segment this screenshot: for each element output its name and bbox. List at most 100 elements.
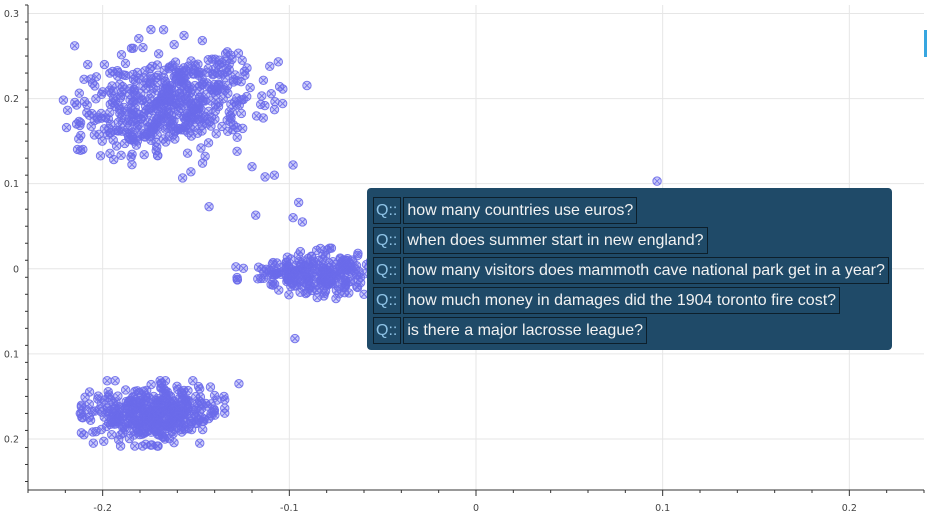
scatter-point[interactable] — [88, 438, 99, 448]
scatter-point[interactable] — [153, 49, 164, 59]
scatter-point[interactable] — [137, 441, 148, 451]
scatter-point[interactable] — [275, 267, 286, 277]
scatter-point[interactable] — [79, 430, 89, 440]
scatter-point[interactable] — [148, 83, 158, 93]
scatter-point[interactable] — [270, 97, 280, 107]
scatter-point[interactable] — [159, 65, 169, 76]
scatter-point[interactable] — [183, 400, 193, 410]
scatter-point[interactable] — [210, 114, 220, 124]
scatter-point[interactable] — [288, 160, 298, 170]
scatter-point[interactable] — [227, 107, 238, 118]
scatter-point[interactable] — [205, 382, 216, 392]
scatter-point[interactable] — [197, 158, 208, 168]
scatter-point[interactable] — [156, 414, 167, 425]
scatter-point[interactable] — [220, 408, 230, 418]
scatter-point[interactable] — [228, 77, 239, 87]
scatter-point[interactable] — [151, 145, 161, 156]
scatter-point[interactable] — [192, 398, 203, 408]
scatter-point[interactable] — [288, 213, 298, 223]
scatter-point[interactable] — [99, 59, 110, 70]
scatter-point[interactable] — [245, 82, 255, 93]
scatter-point[interactable] — [186, 167, 196, 177]
scatter-point[interactable] — [183, 61, 194, 71]
scatter-point[interactable] — [204, 201, 214, 212]
scatter-point[interactable] — [86, 74, 96, 84]
scatter-point[interactable] — [116, 50, 127, 60]
scatter-point[interactable] — [325, 265, 335, 275]
scatter-point[interactable] — [107, 81, 117, 91]
scatter-point[interactable] — [136, 88, 146, 99]
scatter-point[interactable] — [318, 260, 328, 270]
scatter-points[interactable] — [58, 24, 662, 451]
scatter-point[interactable] — [167, 412, 177, 422]
scatter-point[interactable] — [167, 419, 177, 429]
scatter-point[interactable] — [269, 104, 280, 115]
scatter-point[interactable] — [234, 378, 244, 389]
scatter-point[interactable] — [256, 273, 266, 284]
scatter-point[interactable] — [119, 102, 129, 113]
scatter-point[interactable] — [304, 262, 315, 272]
scatter-point[interactable] — [218, 94, 228, 104]
scatter-point[interactable] — [120, 58, 131, 69]
scatter-point[interactable] — [69, 41, 80, 51]
scatter-point[interactable] — [186, 56, 196, 66]
scatter-point[interactable] — [117, 126, 127, 136]
scatter-point[interactable] — [173, 105, 184, 116]
scatter-point[interactable] — [116, 430, 126, 440]
scatter-point[interactable] — [203, 55, 213, 65]
scatter-point[interactable] — [58, 95, 69, 105]
scatter-point[interactable] — [251, 210, 261, 220]
scatter-point[interactable] — [174, 67, 184, 77]
scatter-point[interactable] — [652, 176, 662, 186]
scatter-point[interactable] — [80, 392, 90, 402]
scatter-point[interactable] — [132, 67, 143, 78]
scatter-point[interactable] — [74, 88, 84, 98]
scatter-point[interactable] — [284, 290, 294, 300]
scatter-point[interactable] — [126, 115, 136, 126]
scatter-point[interactable] — [232, 93, 242, 103]
scatter-point[interactable] — [157, 104, 168, 114]
scatter-point[interactable] — [232, 275, 243, 285]
scatter-point[interactable] — [91, 72, 102, 82]
scatter-point[interactable] — [222, 67, 232, 77]
scatter-point[interactable] — [293, 197, 304, 208]
scatter-point[interactable] — [71, 119, 82, 129]
scatter-point[interactable] — [105, 68, 115, 78]
scatter-point[interactable] — [226, 99, 236, 109]
scatter-point[interactable] — [217, 121, 227, 132]
scatter-point[interactable] — [176, 424, 187, 435]
scatter-point[interactable] — [331, 293, 341, 304]
scatter-point[interactable] — [265, 61, 275, 72]
scatter-point[interactable] — [352, 282, 362, 292]
scatter-point[interactable] — [168, 396, 178, 407]
scatter-point[interactable] — [130, 441, 140, 451]
scatter-point[interactable] — [102, 376, 112, 386]
scatter-point[interactable] — [128, 74, 139, 85]
scatter-point[interactable] — [210, 106, 221, 116]
scatter-point[interactable] — [169, 39, 179, 50]
scatter-point[interactable] — [106, 395, 116, 405]
scatter-point[interactable] — [186, 131, 197, 141]
scatter-point[interactable] — [230, 70, 240, 80]
scatter-point[interactable] — [236, 108, 247, 119]
scatter-point[interactable] — [297, 217, 308, 227]
scatter-point[interactable] — [171, 125, 181, 136]
scatter-point[interactable] — [302, 279, 312, 289]
scatter-point[interactable] — [134, 109, 144, 120]
scatter-point[interactable] — [209, 405, 220, 416]
scatter-point[interactable] — [200, 151, 210, 161]
scatter-point[interactable] — [179, 30, 189, 41]
scatter-point[interactable] — [264, 265, 274, 275]
scatter-point[interactable] — [131, 409, 141, 419]
scatter-point[interactable] — [89, 130, 100, 140]
scatter-point[interactable] — [139, 149, 149, 160]
scatter-point[interactable] — [93, 114, 103, 124]
scatter-point[interactable] — [194, 406, 205, 416]
scatter-point[interactable] — [260, 172, 270, 182]
scatter-point[interactable] — [93, 394, 103, 404]
scatter-point[interactable] — [269, 170, 280, 180]
scatter-point[interactable] — [340, 279, 351, 290]
scatter-point[interactable] — [100, 113, 111, 123]
scatter-point[interactable] — [128, 131, 138, 142]
